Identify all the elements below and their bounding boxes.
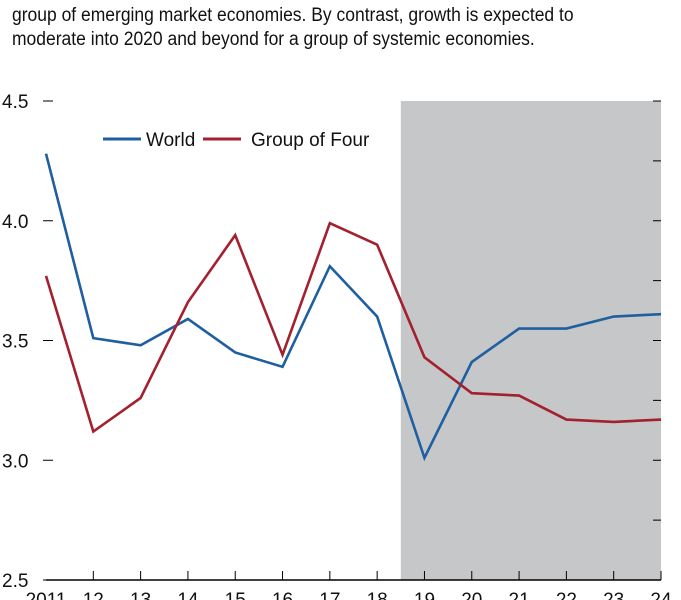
y-tick-label: 3.5	[2, 332, 28, 353]
y-tick-label: 3.0	[2, 451, 28, 472]
caption: group of emerging market economies. By c…	[12, 4, 574, 52]
y-tick-label: 4.0	[2, 212, 28, 233]
series-line-world	[44, 153, 662, 462]
x-tick-label: 20	[461, 590, 482, 600]
x-tick-label: 24	[650, 590, 672, 600]
x-tick-label: 23	[603, 590, 624, 600]
y-tick-label: 4.5	[2, 92, 28, 113]
x-tick-label: 19	[414, 590, 435, 600]
x-tick-label: 16	[272, 590, 293, 600]
x-tick-label: 12	[83, 590, 104, 600]
x-tick-label: 14	[177, 590, 199, 600]
caption-line: moderate into 2020 and beyond for a grou…	[12, 29, 535, 50]
x-tick-label: 15	[225, 590, 246, 600]
x-tick-label: 18	[367, 590, 388, 600]
y-tick-label: 2.5	[2, 571, 28, 592]
x-tick-label: 13	[130, 590, 151, 600]
forecast-shading	[400, 101, 661, 580]
caption-line: group of emerging market economies. By c…	[12, 5, 574, 26]
legend-label: Group of Four	[251, 130, 370, 151]
x-tick-label: 17	[319, 590, 340, 600]
x-tick-label: 22	[556, 590, 577, 600]
x-tick-label: 2011	[26, 590, 67, 600]
series-line-group-of-four	[44, 221, 662, 434]
legend-label: World	[146, 130, 195, 151]
x-tick-label: 21	[509, 590, 530, 600]
